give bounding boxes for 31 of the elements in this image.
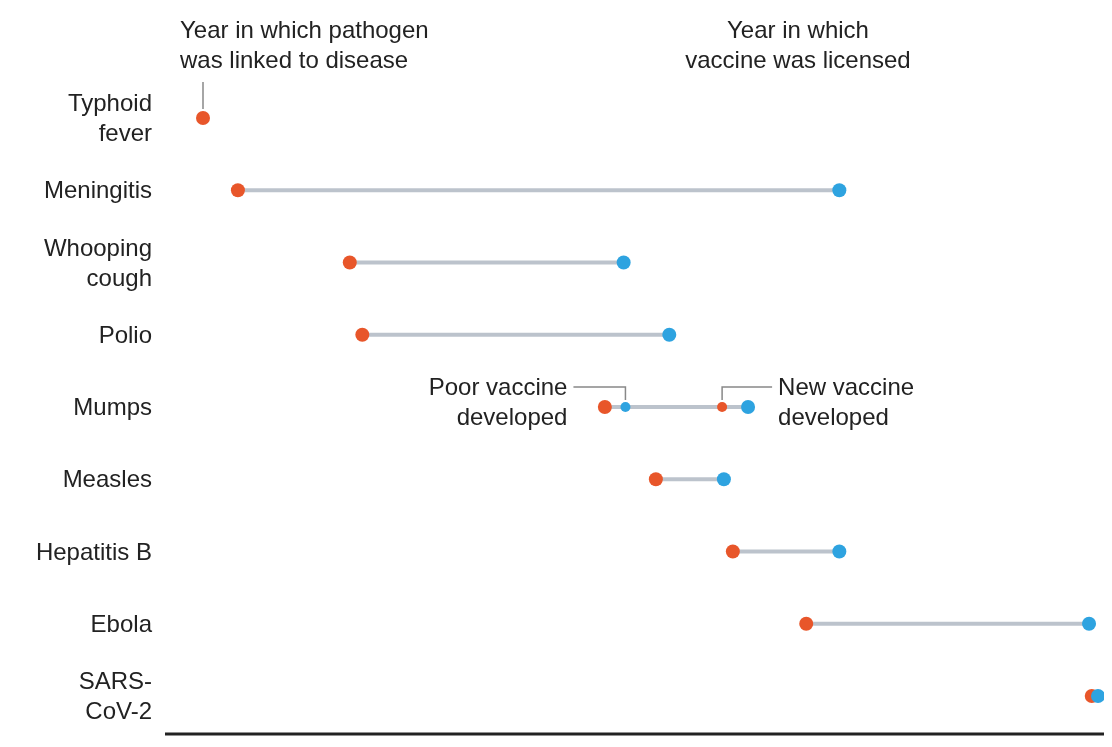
point — [196, 111, 210, 125]
annotation: Poor vaccine developed — [428, 373, 568, 430]
point — [342, 255, 357, 270]
point — [662, 327, 677, 342]
y-tick-label: Polio — [98, 320, 152, 348]
annotation: Year in which pathogen was linked to disease — [179, 16, 429, 73]
point — [832, 544, 847, 559]
point — [230, 183, 245, 198]
point — [616, 255, 631, 270]
text: Year in which vaccine was licensed — [685, 16, 911, 73]
y-tick-label: Meningitis — [43, 176, 152, 204]
point — [799, 616, 814, 631]
y-tick-label: Whooping cough — [43, 233, 152, 291]
point — [716, 472, 731, 487]
point — [1091, 689, 1104, 703]
y-tick-label: Ebola — [90, 609, 153, 637]
point — [725, 544, 740, 559]
y-tick-label: Measles — [62, 465, 152, 493]
point — [648, 472, 663, 487]
y-tick-label: SARS- CoV-2 — [78, 667, 152, 724]
point — [832, 183, 847, 198]
point — [355, 327, 370, 342]
y-tick-label: Hepatitis B — [35, 537, 152, 565]
annotation: New vaccine developed — [778, 373, 915, 430]
point — [741, 400, 756, 414]
y-tick-label: Typhoid fever — [67, 89, 152, 146]
point — [717, 402, 728, 412]
point — [1082, 616, 1097, 631]
point — [620, 402, 631, 412]
point — [597, 400, 612, 414]
y-tick-label: Mumps — [73, 393, 152, 420]
